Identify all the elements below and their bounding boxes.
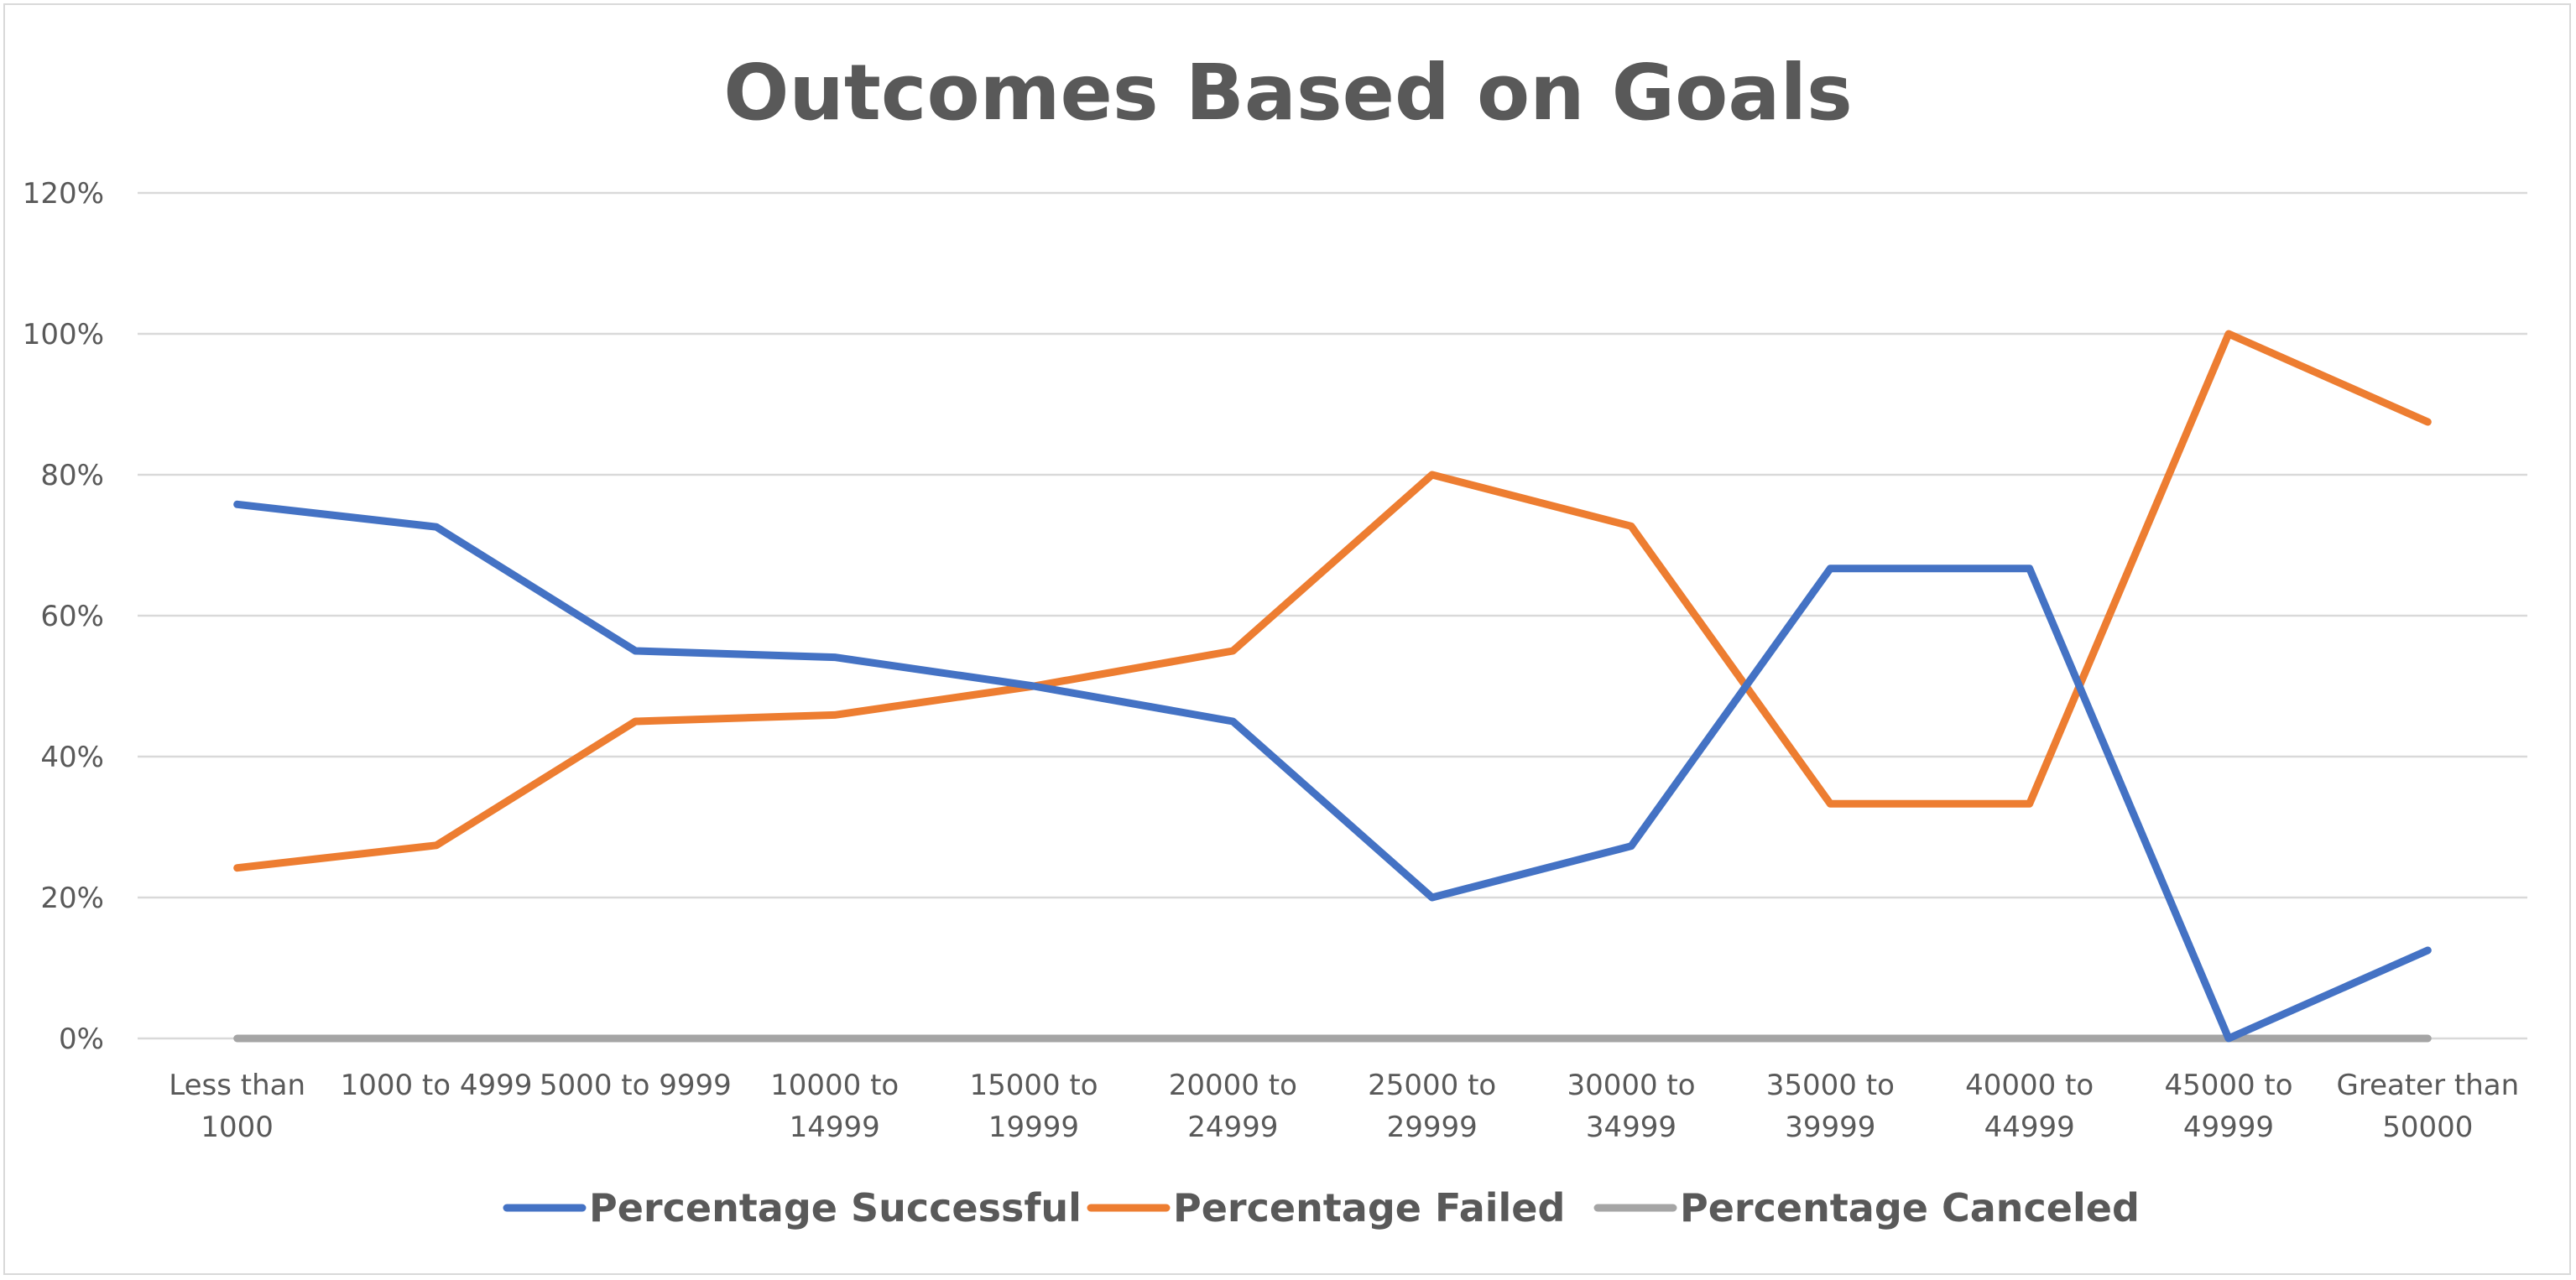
y-tick-label: 100% bbox=[23, 318, 104, 351]
x-tick-label: 15000 to 19999 bbox=[969, 1069, 1098, 1144]
legend-label: Percentage Failed bbox=[1173, 1185, 1565, 1231]
x-tick-label: 45000 to 49999 bbox=[2164, 1069, 2292, 1144]
x-tick-label: 35000 to 39999 bbox=[1766, 1069, 1895, 1144]
x-tick-label: Less than 1000 bbox=[169, 1069, 305, 1144]
y-tick-label: 20% bbox=[40, 882, 104, 915]
y-axis-ticks: 0% 20% 40% 60% 80% 100% 120% bbox=[23, 177, 104, 1056]
legend-label: Percentage Successful bbox=[589, 1185, 1082, 1231]
x-tick-label: 5000 to 9999 bbox=[540, 1069, 732, 1102]
y-tick-label: 80% bbox=[40, 459, 104, 492]
x-tick-label: 1000 to 4999 bbox=[341, 1069, 533, 1102]
x-tick-label: 25000 to 29999 bbox=[1368, 1069, 1496, 1144]
x-tick-label: 40000 to 44999 bbox=[1965, 1069, 2094, 1144]
chart-frame bbox=[3, 3, 2571, 1275]
x-tick-label: Greater than 50000 bbox=[2337, 1069, 2520, 1144]
y-tick-label: 60% bbox=[40, 600, 104, 633]
gridlines bbox=[138, 191, 2527, 1040]
chart-title: Outcomes Based on Goals bbox=[723, 48, 1853, 138]
legend-label: Percentage Canceled bbox=[1680, 1185, 2140, 1231]
y-tick-label: 120% bbox=[23, 177, 104, 211]
y-tick-label: 0% bbox=[59, 1022, 104, 1056]
x-tick-label: 30000 to 34999 bbox=[1567, 1069, 1695, 1144]
series-lines bbox=[233, 330, 2432, 1043]
series-line-0 bbox=[233, 500, 2432, 1043]
x-tick-label: 20000 to 24999 bbox=[1169, 1069, 1297, 1144]
x-axis-ticks: Less than 1000 1000 to 4999 5000 to 9999 100… bbox=[169, 1069, 2519, 1144]
series-line-1 bbox=[233, 330, 2432, 872]
y-tick-label: 40% bbox=[40, 741, 104, 774]
legend: Percentage Successful Percentage Failed Pe… bbox=[503, 1185, 2140, 1231]
x-tick-label: 10000 to 14999 bbox=[770, 1069, 899, 1144]
